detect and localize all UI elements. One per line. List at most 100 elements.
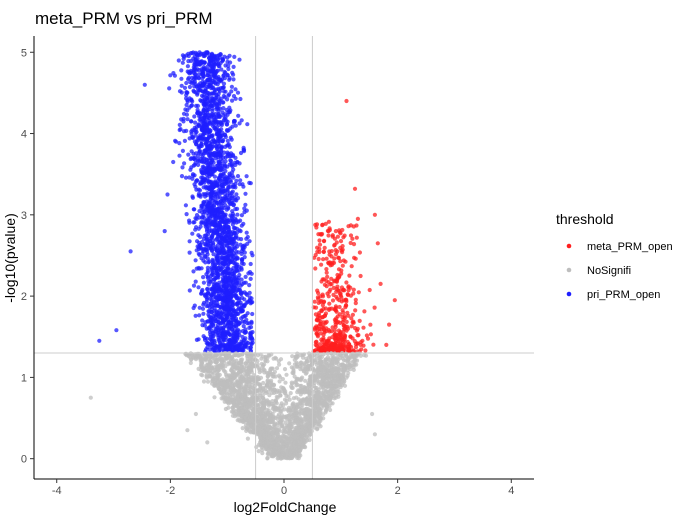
data-point xyxy=(231,175,236,180)
data-point xyxy=(320,222,325,227)
data-point xyxy=(227,324,232,329)
data-point xyxy=(184,128,189,133)
data-point xyxy=(336,392,341,397)
data-point xyxy=(209,68,214,74)
data-point xyxy=(221,326,226,331)
data-point xyxy=(312,368,317,373)
data-point xyxy=(244,236,249,241)
data-point xyxy=(247,283,252,288)
data-point xyxy=(195,111,200,116)
data-point xyxy=(306,355,311,360)
data-point xyxy=(200,323,205,328)
data-point xyxy=(190,231,195,236)
data-point xyxy=(298,361,303,366)
data-point xyxy=(235,174,241,179)
data-point xyxy=(312,255,317,260)
data-point xyxy=(334,309,339,314)
data-point xyxy=(323,311,328,316)
data-point xyxy=(283,420,288,425)
data-point xyxy=(217,308,222,313)
data-point xyxy=(201,311,206,316)
data-point xyxy=(341,258,346,263)
data-point xyxy=(335,249,340,254)
data-point xyxy=(315,288,320,293)
data-point xyxy=(349,316,354,321)
data-point xyxy=(216,109,221,114)
data-point xyxy=(289,380,294,385)
data-point xyxy=(231,77,236,82)
data-point xyxy=(184,53,189,58)
data-point xyxy=(242,206,247,211)
data-point xyxy=(349,344,354,350)
data-point xyxy=(232,160,237,165)
data-point xyxy=(206,134,211,140)
data-point xyxy=(277,379,282,384)
data-point xyxy=(324,338,329,343)
data-point xyxy=(192,89,197,94)
data-point xyxy=(218,146,223,151)
data-point xyxy=(204,272,209,277)
data-point xyxy=(243,274,248,279)
data-point xyxy=(339,271,344,276)
data-point xyxy=(184,93,189,98)
data-point xyxy=(162,229,167,234)
data-point xyxy=(208,156,213,161)
data-point xyxy=(321,249,326,255)
data-point xyxy=(337,228,342,233)
data-point xyxy=(348,233,354,238)
data-point xyxy=(217,102,222,107)
data-point xyxy=(238,150,244,156)
data-point xyxy=(229,89,234,94)
data-point xyxy=(282,414,287,419)
data-point xyxy=(221,106,226,111)
data-point xyxy=(225,187,230,192)
data-point xyxy=(223,281,229,286)
data-point xyxy=(213,115,219,120)
data-point xyxy=(192,207,197,212)
data-point xyxy=(227,291,232,296)
data-point xyxy=(198,114,203,119)
data-point xyxy=(267,393,272,398)
data-point xyxy=(346,288,351,293)
data-point xyxy=(185,117,190,122)
data-point xyxy=(219,67,224,72)
data-point xyxy=(317,238,322,243)
data-point xyxy=(193,227,198,232)
data-point xyxy=(341,342,346,348)
data-point xyxy=(315,328,320,333)
data-point xyxy=(313,266,318,271)
data-point xyxy=(204,104,210,109)
data-point xyxy=(210,99,215,105)
data-point xyxy=(244,342,249,347)
data-point xyxy=(334,289,339,294)
data-point xyxy=(361,343,366,348)
data-point xyxy=(206,290,211,295)
data-point xyxy=(230,152,235,157)
data-point xyxy=(229,195,234,200)
data-point xyxy=(200,287,205,293)
data-point xyxy=(220,302,225,307)
data-point xyxy=(205,240,210,245)
data-point xyxy=(242,379,247,384)
data-point xyxy=(217,339,222,344)
data-point xyxy=(204,372,209,377)
data-point xyxy=(250,253,255,258)
data-point xyxy=(208,205,213,210)
data-point xyxy=(239,290,245,295)
data-point xyxy=(212,348,217,353)
data-point xyxy=(217,214,222,219)
data-point xyxy=(237,121,242,126)
data-point xyxy=(226,319,231,324)
data-point xyxy=(195,92,200,97)
data-point xyxy=(317,342,322,347)
data-point xyxy=(353,326,358,331)
data-point xyxy=(212,329,218,334)
data-point xyxy=(216,188,221,193)
data-point xyxy=(358,273,363,279)
data-point xyxy=(208,191,213,196)
data-point xyxy=(323,347,328,352)
data-point xyxy=(231,281,236,286)
data-point xyxy=(340,308,345,313)
data-point xyxy=(177,153,182,158)
data-point xyxy=(324,267,329,272)
